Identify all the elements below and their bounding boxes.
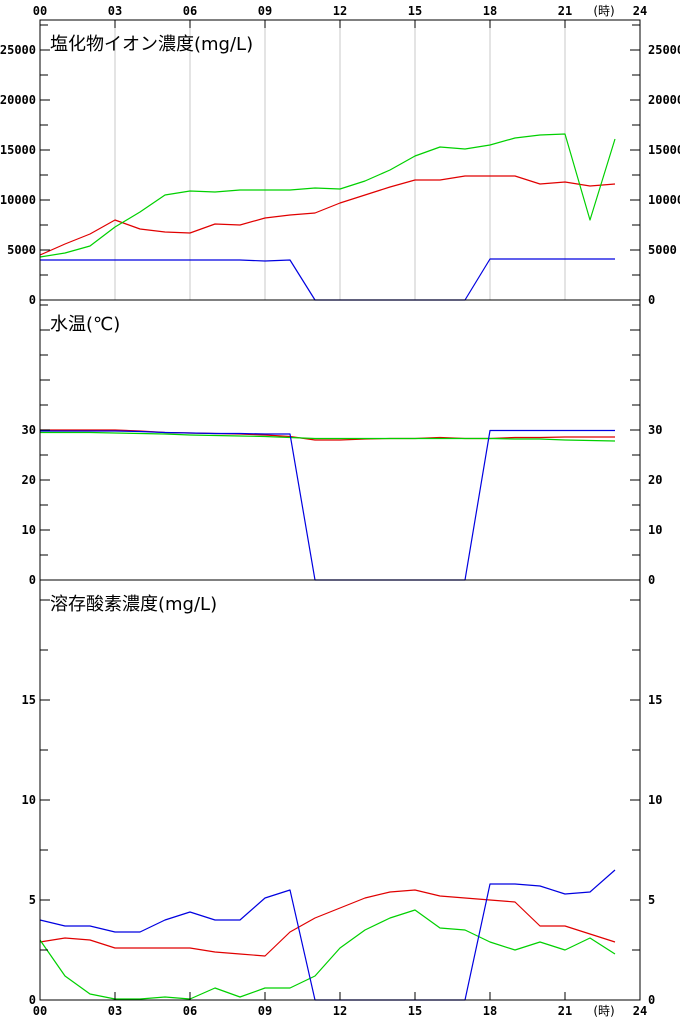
series-line-red: [39, 889, 616, 957]
y-tick-label-left: 0: [29, 573, 36, 587]
y-tick-label-left: 15: [22, 693, 36, 707]
x-tick-label-top: 15: [408, 4, 422, 18]
series-line-green: [40, 431, 616, 442]
label-layer: 0050005000100001000015000150002000020000…: [0, 4, 680, 1018]
y-tick-label-right: 10: [648, 523, 662, 537]
y-tick-label-right: 0: [648, 293, 655, 307]
y-tick-label-right: 5: [648, 893, 655, 907]
y-tick-label-right: 15: [648, 693, 662, 707]
x-tick-label-bottom: 21: [558, 1004, 572, 1018]
panel-title: 塩化物イオン濃度(mg/L): [50, 34, 253, 55]
x-tick-label-top: 09: [258, 4, 272, 18]
x-tick-label-bottom: 18: [483, 1004, 497, 1018]
y-tick-label-left: 5000: [7, 243, 36, 257]
series-line-green: [39, 909, 616, 1000]
x-tick-label-bottom: 15: [408, 1004, 422, 1018]
y-tick-label-right: 15000: [648, 143, 680, 157]
series-line-red: [39, 175, 616, 256]
x-tick-label-bottom: 06: [183, 1004, 197, 1018]
x-unit-label-top: (時): [593, 4, 614, 18]
panel-title: 溶存酸素濃度(mg/L): [50, 594, 217, 615]
frame-layer: [39, 19, 641, 1001]
y-tick-label-right: 20: [648, 473, 662, 487]
y-tick-label-right: 20000: [648, 93, 680, 107]
y-tick-label-left: 10: [22, 523, 36, 537]
y-tick-label-right: 0: [648, 993, 655, 1007]
y-tick-label-right: 10000: [648, 193, 680, 207]
x-tick-label-bottom: 09: [258, 1004, 272, 1018]
y-tick-label-left: 10: [22, 793, 36, 807]
x-tick-label-bottom: 24: [633, 1004, 647, 1018]
x-tick-label-top: 12: [333, 4, 347, 18]
series-line-green: [39, 133, 616, 258]
y-tick-label-left: 15000: [0, 143, 36, 157]
x-tick-label-top: 21: [558, 4, 572, 18]
x-tick-label-top: 00: [33, 4, 47, 18]
panel-title: 水温(℃): [50, 314, 120, 335]
y-tick-label-left: 25000: [0, 43, 36, 57]
y-tick-label-right: 0: [648, 573, 655, 587]
x-tick-label-bottom: 12: [333, 1004, 347, 1018]
y-tick-label-left: 10000: [0, 193, 36, 207]
x-tick-label-bottom: 00: [33, 1004, 47, 1018]
y-tick-label-right: 25000: [648, 43, 680, 57]
x-tick-label-top: 03: [108, 4, 122, 18]
y-tick-label-left: 5: [29, 893, 36, 907]
y-tick-label-left: 20: [22, 473, 36, 487]
y-tick-label-right: 5000: [648, 243, 677, 257]
x-tick-label-top: 18: [483, 4, 497, 18]
x-tick-label-top: 24: [633, 4, 647, 18]
x-tick-label-top: 06: [183, 4, 197, 18]
y-tick-label-right: 10: [648, 793, 662, 807]
y-tick-label-left: 0: [29, 993, 36, 1007]
y-tick-label-left: 30: [22, 423, 36, 437]
x-tick-label-bottom: 03: [108, 1004, 122, 1018]
y-tick-label-left: 0: [29, 293, 36, 307]
y-tick-label-left: 20000: [0, 93, 36, 107]
x-unit-label-bottom: (時): [593, 1004, 614, 1018]
y-tick-label-right: 30: [648, 423, 662, 437]
grid-layer: [114, 20, 566, 300]
